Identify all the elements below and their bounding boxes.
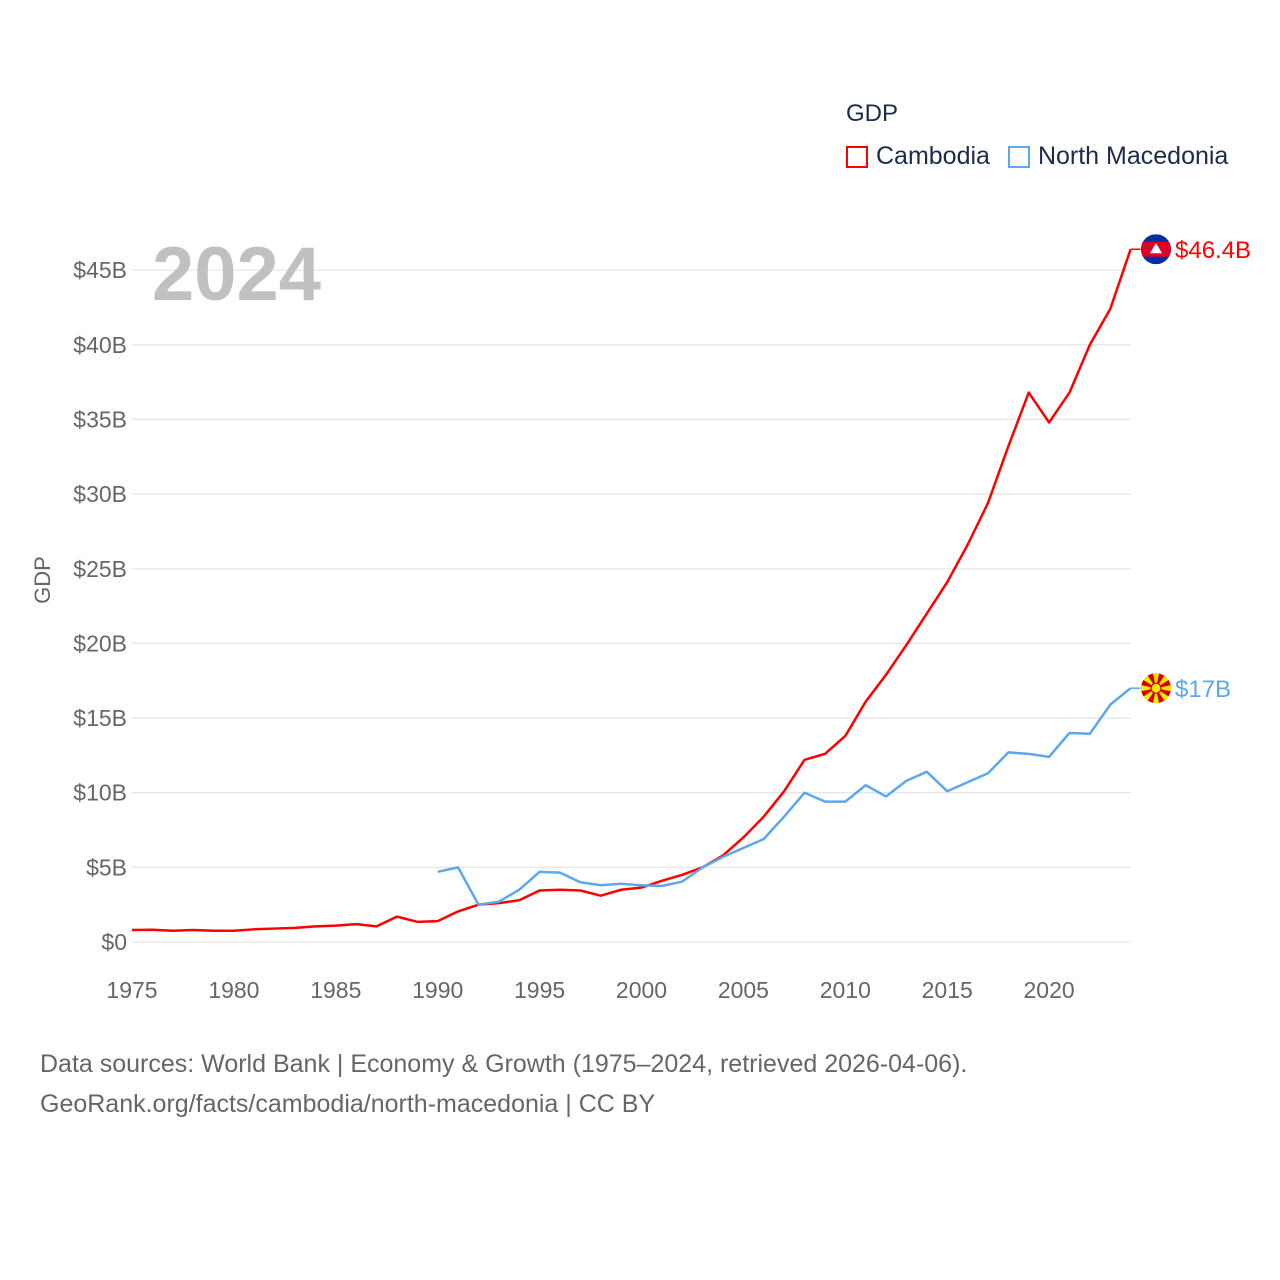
x-tick-label: 1985 (310, 977, 361, 1003)
x-tick-label: 1995 (514, 977, 565, 1003)
legend: Cambodia North Macedonia (846, 142, 1246, 171)
x-tick-label: 1990 (412, 977, 463, 1003)
year-watermark: 2024 (152, 232, 321, 317)
y-tick-label: $10B (73, 780, 127, 806)
sun-ray (1156, 684, 1171, 693)
y-tick-label: $5B (86, 854, 127, 880)
end-value-label: $46.4B (1175, 237, 1251, 264)
y-tick-label: $20B (73, 630, 127, 656)
flag (1141, 234, 1171, 265)
y-tick-label: $25B (73, 556, 127, 582)
data-sources-text: Data sources: World Bank | Economy & Gro… (40, 1050, 968, 1078)
legend-label: North Macedonia (1037, 142, 1229, 170)
y-tick-label: $40B (73, 332, 127, 358)
legend-title: GDP (846, 100, 899, 127)
y-tick-label: $35B (73, 406, 127, 432)
x-tick-label: 1980 (208, 977, 259, 1003)
legend-item-north-macedonia[interactable]: North Macedonia (1007, 142, 1229, 171)
x-tick-label: 1975 (106, 977, 157, 1003)
cambodia-flag-icon (1141, 234, 1171, 265)
y-tick-label: $15B (73, 705, 127, 731)
x-tick-label: 2005 (718, 977, 769, 1003)
sun-ray (1152, 688, 1160, 704)
x-tick-label: 2020 (1024, 977, 1075, 1003)
y-axis-label: GDP (30, 556, 55, 604)
x-tick-label: 2015 (922, 977, 973, 1003)
y-tick-label: $45B (73, 257, 127, 283)
sun-ray (1152, 673, 1160, 689)
source-url-text: GeoRank.org/facts/cambodia/north-macedon… (40, 1090, 656, 1118)
sun (1150, 682, 1162, 694)
y-tick-label: $0 (101, 929, 127, 955)
flag (1141, 673, 1171, 704)
legend-swatch-north-macedonia (1007, 145, 1030, 168)
legend-swatch-cambodia (846, 145, 868, 168)
end-value-label: $17B (1175, 676, 1231, 703)
legend-item-cambodia[interactable]: Cambodia (846, 142, 990, 171)
x-tick-label: 2000 (616, 977, 667, 1003)
series-line-cambodia (131, 248, 1132, 933)
footer: Data sources: World Bank | Economy & Gro… (40, 1044, 967, 1124)
y-tick-label: $30B (73, 481, 127, 507)
legend-label: Cambodia (876, 142, 990, 170)
north-macedonia-flag-icon (1141, 673, 1171, 704)
angkor-wat (1150, 243, 1162, 254)
sun-ray (1141, 684, 1156, 693)
x-tick-label: 2010 (820, 977, 871, 1003)
series-line-north-macedonia (437, 687, 1132, 906)
